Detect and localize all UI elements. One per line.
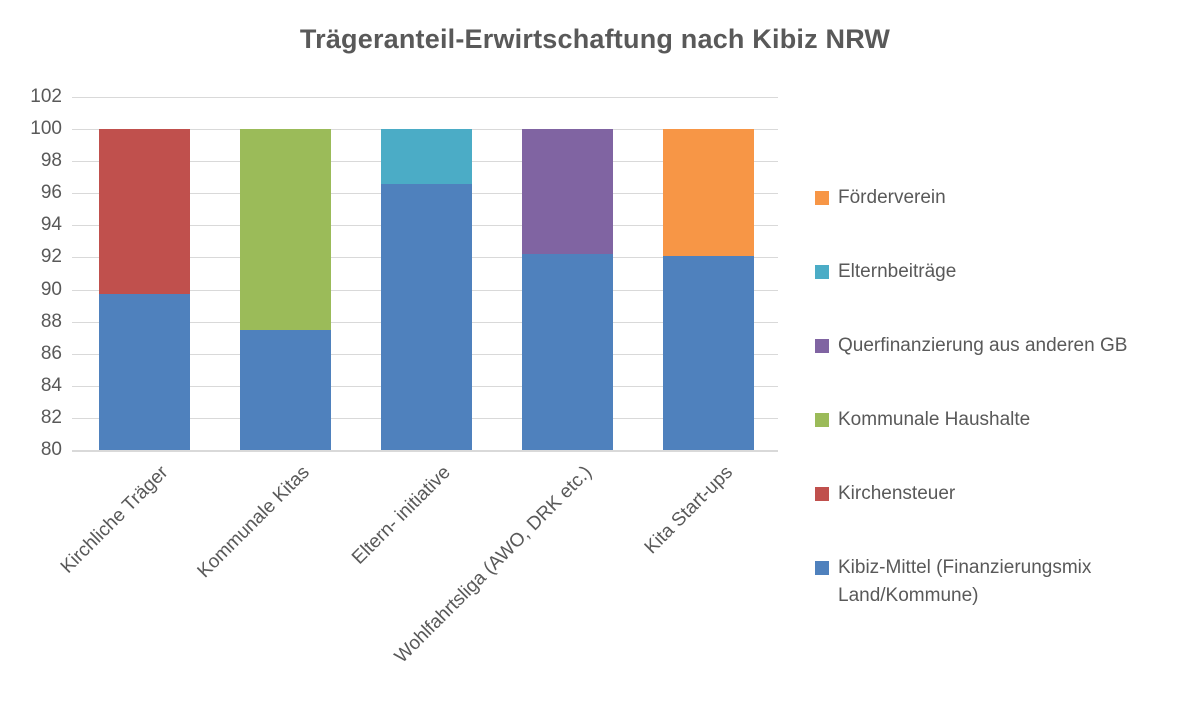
bar-segment-kommunale-haushalte	[239, 129, 331, 330]
legend-item: Kirchensteuer	[815, 480, 1185, 508]
legend-color-swatch-icon	[815, 487, 829, 501]
bar-segment-kibiz-mittel-finanzierungsmix-land-kommune	[98, 294, 190, 450]
chart-title: Trägeranteil-Erwirtschaftung nach Kibiz …	[299, 24, 891, 54]
y-axis-tick-label: 100	[30, 118, 62, 140]
y-axis-tick-label: 92	[40, 246, 62, 268]
y-axis-tick-label: 94	[40, 214, 62, 236]
legend-color-swatch-icon	[815, 339, 829, 353]
legend-item-label: Querfinanzierung aus anderen GB	[838, 335, 1128, 356]
bar-segment-kirchensteuer	[98, 129, 190, 295]
y-axis-tick-label: 102	[30, 86, 62, 107]
x-axis-category-label: Kommunale Kitas	[193, 462, 314, 583]
legend-item: Querfinanzierung aus anderen GB	[815, 332, 1185, 360]
gridline	[72, 97, 778, 98]
x-axis-category-label: Eltern- initiative	[348, 462, 455, 569]
bar-segment-kibiz-mittel-finanzierungsmix-land-kommune	[239, 329, 331, 450]
legend-item: Kibiz-Mittel (Finanzierungsmix Land/Komm…	[815, 554, 1185, 610]
y-axis-tick-label: 80	[40, 439, 62, 460]
y-axis-tick-label: 88	[40, 310, 62, 332]
bar-segment-elternbeitr-ge	[380, 129, 472, 184]
legend-item-label: Kibiz-Mittel (Finanzierungsmix Land/Komm…	[838, 557, 1092, 606]
y-axis-tick-label: 84	[40, 374, 62, 396]
legend-color-swatch-icon	[815, 191, 829, 205]
legend-item-label: Kommunale Haushalte	[838, 409, 1031, 430]
bar-segment-kibiz-mittel-finanzierungsmix-land-kommune	[521, 254, 613, 450]
bar-segment-kibiz-mittel-finanzierungsmix-land-kommune	[380, 183, 472, 450]
x-axis-category-label: Kita Start-ups	[640, 462, 737, 559]
y-axis-tick-label: 96	[40, 182, 62, 204]
y-axis-tick-label: 90	[40, 278, 62, 300]
legend-item: Förderverein	[815, 184, 1185, 212]
legend-color-swatch-icon	[815, 413, 829, 427]
legend-item: Elternbeiträge	[815, 258, 1185, 286]
legend-color-swatch-icon	[815, 265, 829, 279]
bar-segment-kibiz-mittel-finanzierungsmix-land-kommune	[662, 255, 754, 450]
y-axis-tick-label: 86	[40, 342, 62, 364]
legend-item-label: Kirchensteuer	[838, 483, 956, 504]
legend-color-swatch-icon	[815, 561, 829, 575]
y-axis-tick-label: 98	[40, 150, 62, 172]
y-axis-tick-label: 82	[40, 406, 62, 428]
legend: Förderverein Elternbeiträge Querfinanzieru…	[815, 184, 1185, 656]
legend-item-label: Elternbeiträge	[838, 261, 957, 282]
gridline	[72, 450, 778, 452]
x-axis-category-label: Kirchliche Träger	[57, 462, 173, 578]
bar-segment-f-rderverein	[662, 129, 754, 256]
bar-segment-querfinanzierung-aus-anderen-gb	[521, 129, 613, 255]
legend-item: Kommunale Haushalte	[815, 406, 1185, 434]
legend-item-label: Förderverein	[838, 187, 946, 208]
